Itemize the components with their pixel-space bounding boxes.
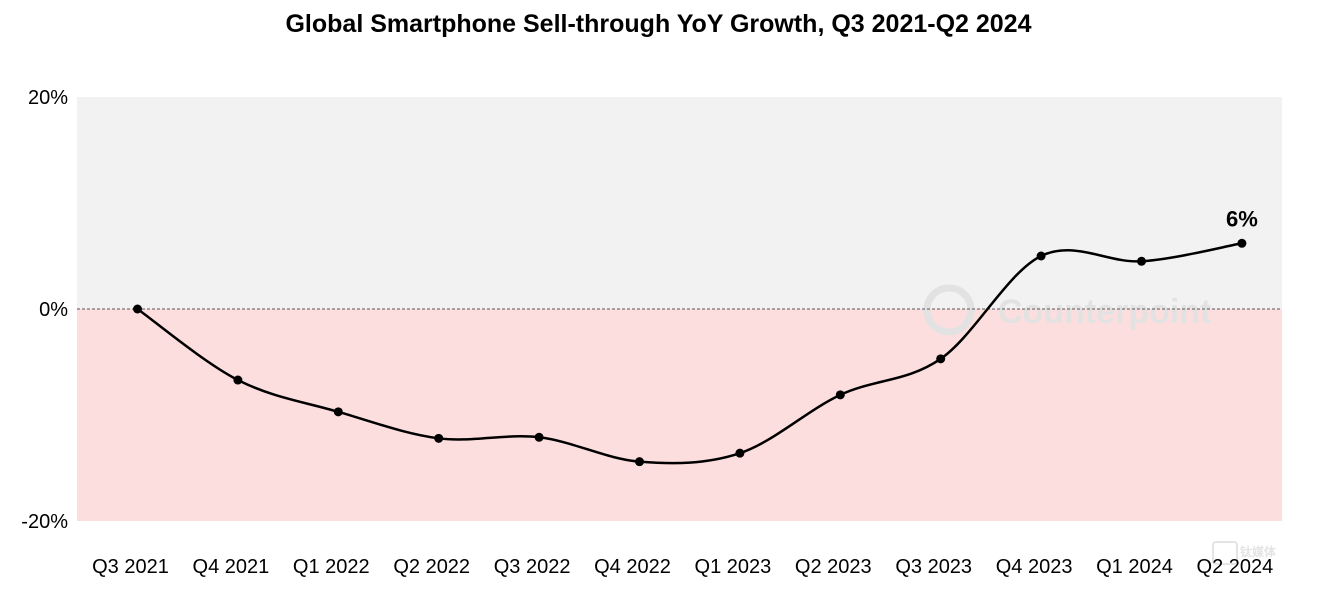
positive-region bbox=[77, 97, 1282, 309]
x-tick-label: Q4 2023 bbox=[996, 556, 1073, 578]
counterpoint-logo-icon bbox=[923, 284, 975, 336]
counterpoint-watermark: Counterpoint bbox=[923, 284, 1211, 336]
x-axis: Q3 2021 Q4 2021 Q1 2022 Q2 2022 Q3 2022 Q4 20… bbox=[92, 556, 1273, 578]
data-point bbox=[1137, 256, 1146, 266]
data-point bbox=[233, 375, 243, 385]
data-point bbox=[333, 407, 343, 417]
x-tick-label: Q1 2022 bbox=[293, 556, 370, 578]
x-tick-label: Q3 2023 bbox=[895, 556, 972, 578]
watermark-logo-text: 钛媒体 bbox=[1240, 544, 1277, 559]
data-point bbox=[936, 354, 946, 364]
watermark-text: Counterpoint bbox=[998, 293, 1211, 331]
data-point bbox=[635, 457, 644, 467]
x-tick-label: Q4 2021 bbox=[193, 556, 270, 578]
negative-region bbox=[77, 309, 1282, 521]
data-point bbox=[835, 390, 845, 400]
data-labels: 6% bbox=[1226, 206, 1258, 231]
data-point bbox=[735, 448, 745, 458]
y-axis: 20% 0% -20% bbox=[21, 87, 68, 533]
x-tick-label: Q1 2024 bbox=[1096, 556, 1173, 578]
data-point bbox=[1036, 251, 1046, 261]
data-point bbox=[534, 432, 544, 442]
tmtpost-logo-icon bbox=[1212, 541, 1238, 565]
series-line bbox=[136, 242, 1243, 465]
tmtpost-watermark: 钛媒体 bbox=[1212, 541, 1277, 565]
data-point bbox=[434, 433, 444, 443]
y-tick-label: 0% bbox=[39, 299, 68, 321]
x-tick-label: Q2 2022 bbox=[393, 556, 470, 578]
x-tick-label: Q2 2024 bbox=[1197, 556, 1274, 578]
y-tick-label: 20% bbox=[28, 87, 68, 109]
x-tick-label: Q1 2023 bbox=[695, 556, 772, 578]
y-tick-label: -20% bbox=[21, 511, 68, 533]
x-tick-label: Q3 2021 bbox=[92, 556, 169, 578]
data-point bbox=[133, 304, 142, 314]
data-label: 6% bbox=[1226, 206, 1258, 231]
x-tick-label: Q4 2022 bbox=[594, 556, 671, 578]
chart-title: Global Smartphone Sell-through YoY Growt… bbox=[285, 10, 1032, 38]
x-tick-label: Q2 2023 bbox=[795, 556, 872, 578]
data-points bbox=[133, 238, 1247, 467]
x-tick-label: Q3 2022 bbox=[494, 556, 571, 578]
data-point bbox=[1237, 238, 1247, 248]
